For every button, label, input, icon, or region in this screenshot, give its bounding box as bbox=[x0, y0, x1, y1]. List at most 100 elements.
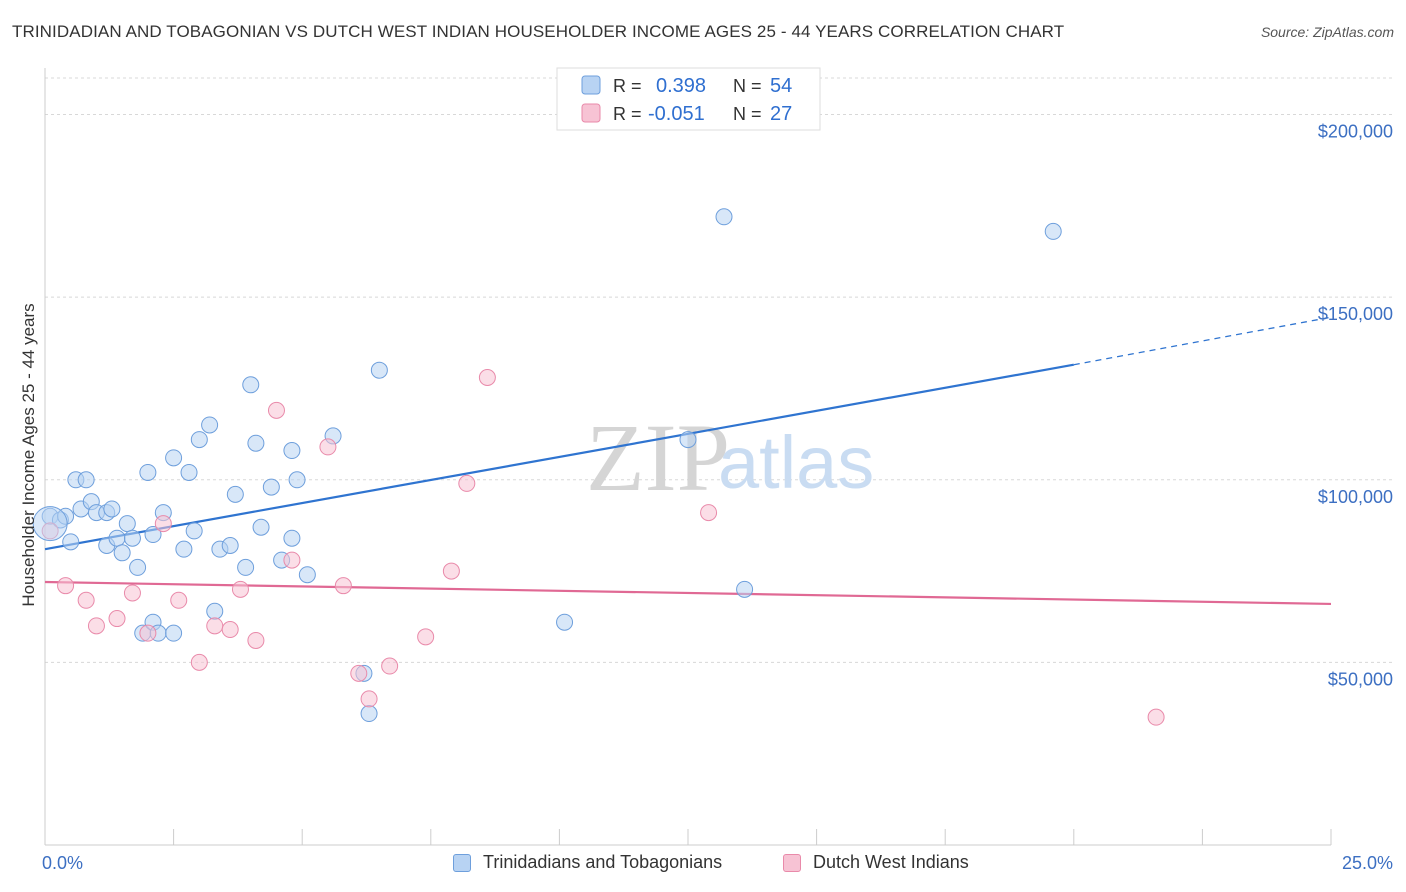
source-label: Source: ZipAtlas.com bbox=[1260, 24, 1394, 40]
point-trinidadian bbox=[103, 500, 121, 518]
legend-swatch-pink bbox=[581, 103, 601, 123]
point-trinidadian bbox=[556, 613, 574, 631]
point-trinidadian bbox=[32, 506, 68, 542]
point-dutch-west-indian bbox=[190, 653, 208, 671]
point-trinidadian bbox=[62, 533, 80, 551]
y-axis-title: Householder Income Ages 25 - 44 years bbox=[19, 303, 38, 606]
point-trinidadian bbox=[283, 529, 301, 547]
point-dutch-west-indian bbox=[700, 504, 718, 522]
point-dutch-west-indian bbox=[247, 631, 265, 649]
point-trinidadian bbox=[736, 580, 754, 598]
top-legend-box bbox=[556, 67, 821, 131]
point-dutch-west-indian bbox=[139, 624, 157, 642]
point-dutch-west-indian bbox=[87, 617, 105, 635]
point-trinidadian bbox=[108, 529, 126, 547]
point-trinidadian bbox=[165, 449, 183, 467]
legend-n-value-blue: 54 bbox=[770, 75, 792, 97]
point-dutch-west-indian bbox=[267, 401, 285, 419]
legend-n-label-blue: N = bbox=[733, 76, 762, 96]
data-points bbox=[32, 208, 1165, 726]
y-axis-tick-labels: $50,000 $100,000 $150,000 $200,000 bbox=[1318, 122, 1393, 690]
point-trinidadian bbox=[190, 431, 208, 449]
point-dutch-west-indian bbox=[123, 584, 141, 602]
point-trinidadian bbox=[262, 478, 280, 496]
point-dutch-west-indian bbox=[478, 368, 496, 386]
legend-item-trinidadians[interactable]: Trinidadians and Tobagonians bbox=[453, 852, 722, 873]
point-trinidadian bbox=[139, 463, 157, 481]
legend-swatch-blue bbox=[581, 75, 601, 95]
point-trinidadian bbox=[360, 705, 378, 723]
legend-r-value-blue: 0.398 bbox=[656, 75, 706, 97]
point-trinidadian bbox=[679, 431, 697, 449]
point-dutch-west-indian bbox=[221, 621, 239, 639]
point-trinidadian bbox=[370, 361, 388, 379]
trend-lines bbox=[44, 316, 1332, 606]
point-dutch-west-indian bbox=[360, 690, 378, 708]
point-trinidadian bbox=[288, 471, 306, 489]
chart-title: TRINIDADIAN AND TOBAGONIAN VS DUTCH WEST… bbox=[12, 22, 1065, 41]
x-tick-label: 0.0% bbox=[42, 853, 83, 873]
point-trinidadian bbox=[180, 463, 198, 481]
point-trinidadian bbox=[144, 526, 162, 544]
point-trinidadian bbox=[206, 602, 224, 620]
x-axis-tick-labels: 0.0% 25.0% bbox=[42, 853, 1393, 873]
y-tick-label: $200,000 bbox=[1318, 122, 1393, 142]
point-trinidadian bbox=[118, 515, 136, 533]
legend-r-value-pink: -0.051 bbox=[648, 103, 705, 125]
legend-label-dutch-west-indians: Dutch West Indians bbox=[813, 852, 969, 872]
point-trinidadian bbox=[283, 442, 301, 460]
point-trinidadian bbox=[221, 537, 239, 555]
y-tick-label: $50,000 bbox=[1328, 669, 1393, 689]
legend-r-label-blue: R = bbox=[613, 76, 642, 96]
point-dutch-west-indian bbox=[77, 591, 95, 609]
point-trinidadian bbox=[252, 518, 270, 536]
point-trinidadian bbox=[129, 558, 147, 576]
y-tick-label: $100,000 bbox=[1318, 487, 1393, 507]
legend-item-dutch-west-indians[interactable]: Dutch West Indians bbox=[783, 852, 969, 873]
point-trinidadian bbox=[247, 434, 265, 452]
x-tick-label: 25.0% bbox=[1342, 853, 1393, 873]
legend-r-label-pink: R = bbox=[613, 104, 642, 124]
point-trinidadian bbox=[298, 566, 316, 584]
point-dutch-west-indian bbox=[334, 577, 352, 595]
point-trinidadian bbox=[237, 558, 255, 576]
legend-swatch-dutch-west-indians bbox=[783, 853, 801, 872]
point-dutch-west-indian bbox=[231, 580, 249, 598]
point-dutch-west-indian bbox=[1147, 708, 1165, 726]
point-trinidadian bbox=[165, 624, 183, 642]
point-trinidadian bbox=[715, 208, 733, 226]
point-trinidadian bbox=[113, 544, 131, 562]
point-dutch-west-indian bbox=[206, 617, 224, 635]
point-trinidadian bbox=[123, 529, 141, 547]
top-legend: R = 0.398 N = 54 R = -0.051 N = 27 bbox=[556, 67, 821, 131]
trend-line-trinidadian-extension bbox=[1073, 316, 1332, 366]
point-dutch-west-indian bbox=[57, 577, 75, 595]
point-trinidadian bbox=[1044, 222, 1062, 240]
point-dutch-west-indian bbox=[442, 562, 460, 580]
point-dutch-west-indian bbox=[283, 551, 301, 569]
point-dutch-west-indian bbox=[350, 664, 368, 682]
bottom-legend: Trinidadians and Tobagonians Dutch West … bbox=[0, 852, 1406, 878]
legend-n-label-pink: N = bbox=[733, 104, 762, 124]
point-trinidadian bbox=[175, 540, 193, 558]
axes bbox=[44, 68, 1332, 846]
point-trinidadian bbox=[185, 522, 203, 540]
legend-label-trinidadians: Trinidadians and Tobagonians bbox=[483, 852, 723, 872]
trend-line-dutch-west-indian bbox=[44, 580, 1332, 606]
trend-line-trinidadian bbox=[44, 363, 1074, 551]
watermark-atlas: atlas bbox=[718, 421, 874, 504]
point-dutch-west-indian bbox=[154, 515, 172, 533]
point-dutch-west-indian bbox=[381, 657, 399, 675]
point-dutch-west-indian bbox=[417, 628, 435, 646]
legend-swatch-trinidadians bbox=[453, 853, 471, 872]
watermark-zip: ZIP bbox=[586, 404, 730, 511]
legend-n-value-pink: 27 bbox=[770, 103, 792, 125]
point-trinidadian bbox=[226, 485, 244, 503]
point-dutch-west-indian bbox=[108, 610, 126, 628]
point-dutch-west-indian bbox=[458, 474, 476, 492]
point-trinidadian bbox=[201, 416, 219, 434]
point-dutch-west-indian bbox=[170, 591, 188, 609]
y-tick-label: $150,000 bbox=[1318, 304, 1393, 324]
point-trinidadian bbox=[77, 471, 95, 489]
